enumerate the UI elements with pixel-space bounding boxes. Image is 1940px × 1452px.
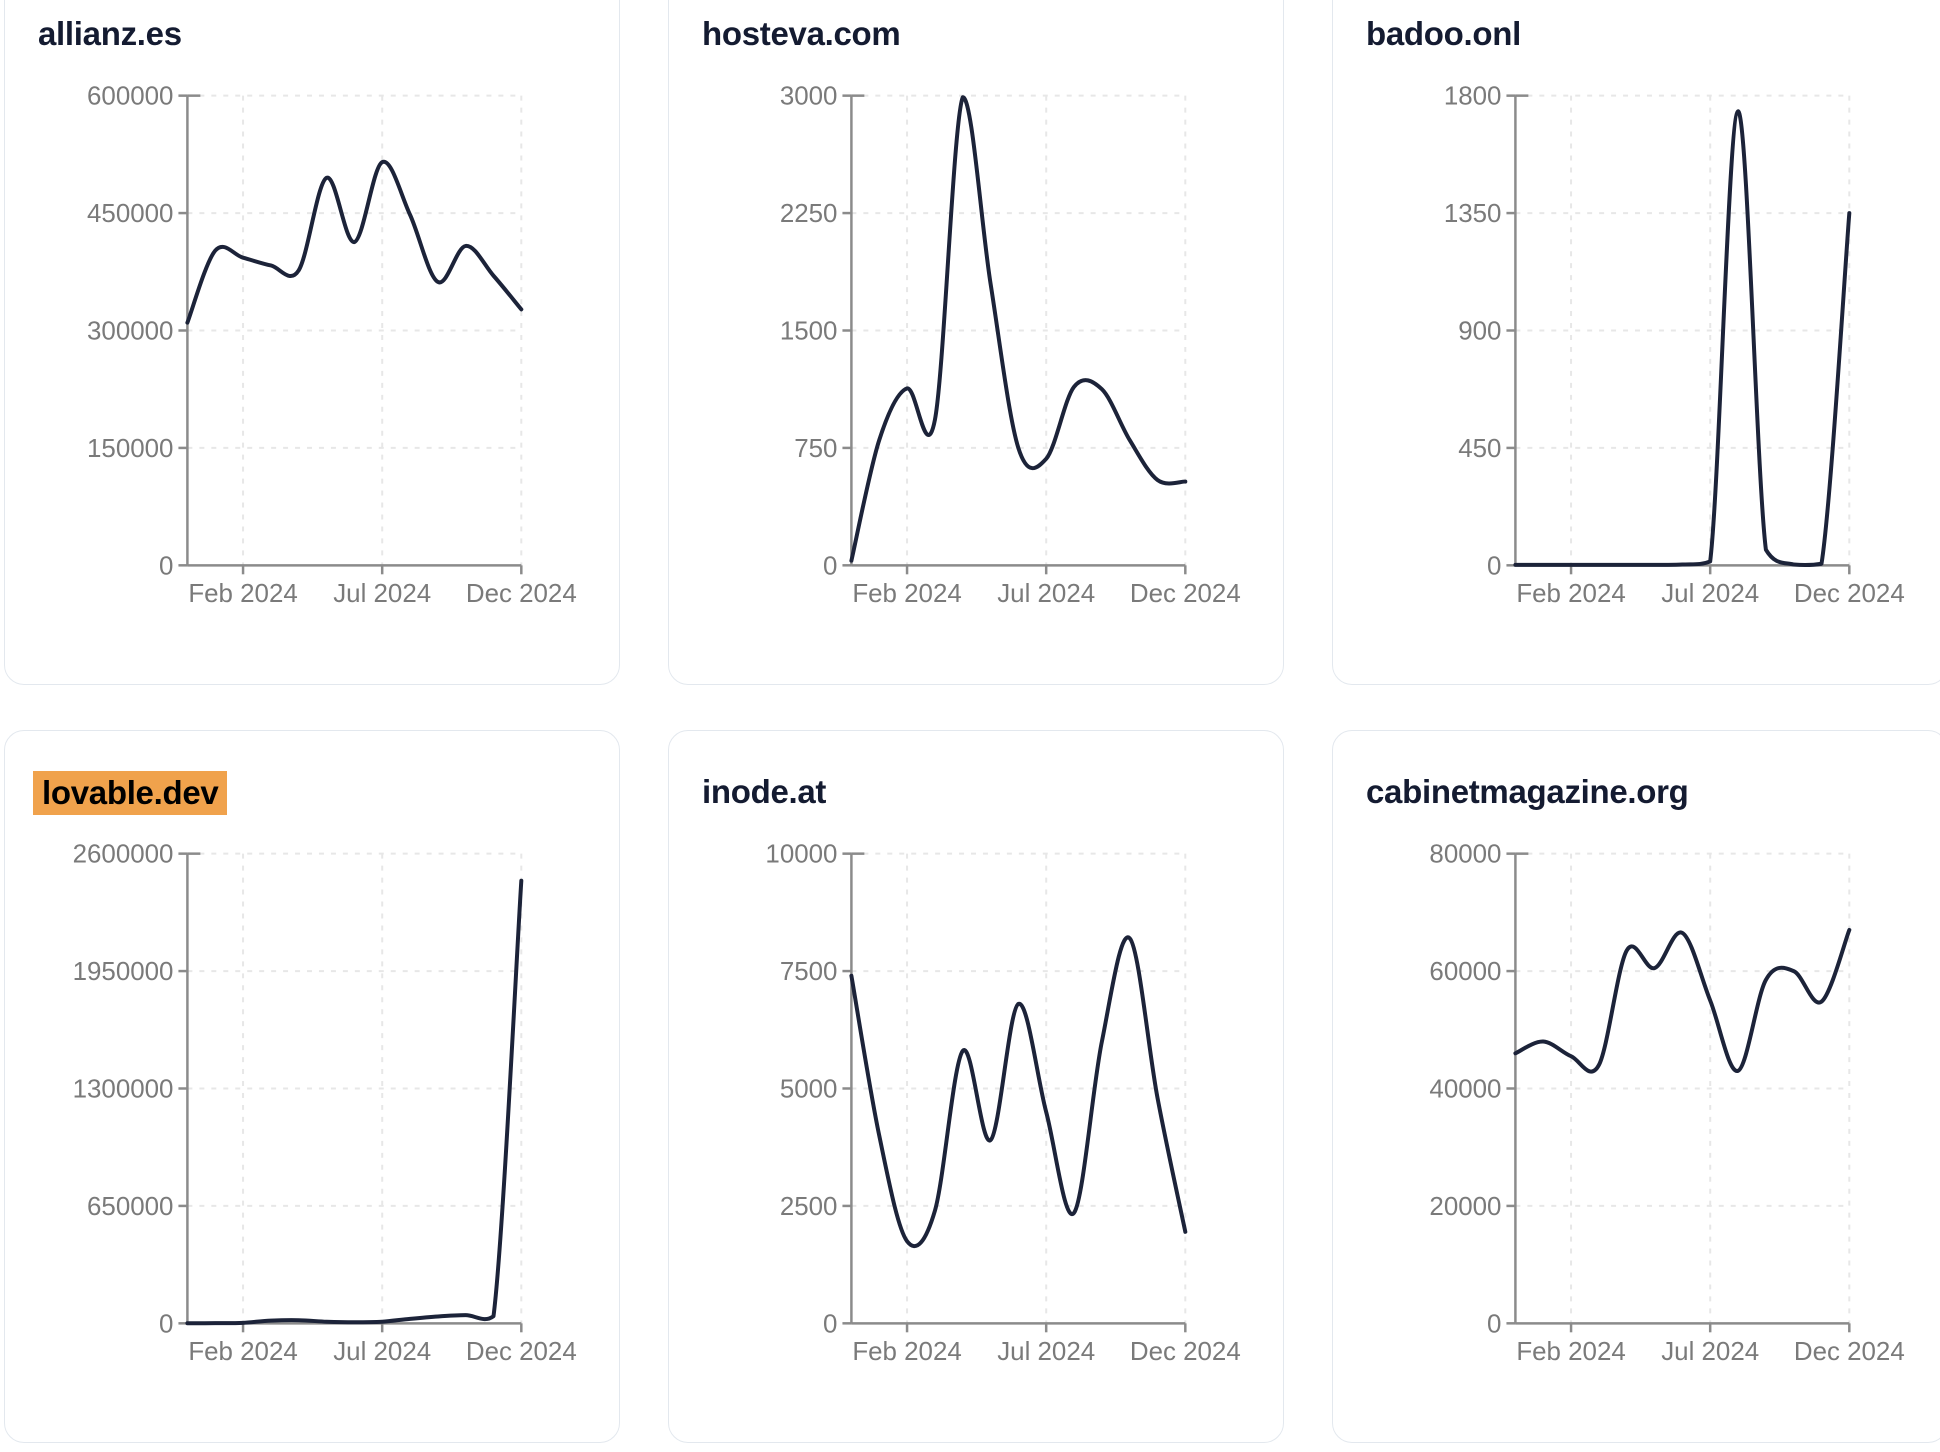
- y-tick-label: 750: [794, 435, 837, 463]
- y-tick-label: 40000: [1429, 1075, 1501, 1103]
- traffic-series-line: [1513, 109, 1852, 568]
- x-tick-label: Dec 2024: [466, 580, 577, 608]
- y-tick-label: 1350: [1444, 200, 1502, 228]
- y-tick-label: 7500: [780, 958, 838, 986]
- y-tick-label: 600000: [87, 83, 173, 111]
- x-tick-label: Jul 2024: [333, 1338, 431, 1366]
- y-tick-label: 0: [1487, 552, 1501, 580]
- chart-title: lovable.dev: [33, 771, 228, 815]
- chart-title: allianz.es: [38, 15, 182, 52]
- chart-title: cabinetmagazine.org: [1366, 773, 1689, 810]
- y-tick-label: 0: [823, 552, 837, 580]
- x-tick-label: Dec 2024: [1794, 580, 1905, 608]
- y-tick-label: 5000: [780, 1075, 838, 1103]
- traffic-series-line: [185, 160, 524, 325]
- traffic-line-chart-4[interactable]: 10000 7500 5000 2500 0 Feb 2024 Jul 2024 Dec 20…: [669, 731, 1283, 1442]
- y-tick-label: 1300000: [73, 1075, 174, 1103]
- y-tick-label: 1500: [780, 317, 838, 345]
- x-tick-label: Jul 2024: [1661, 580, 1759, 608]
- y-tick-label: 2600000: [73, 841, 174, 869]
- chart-card: hosteva.com 3000 2250 1500 750 0 Feb 2024 Jul …: [668, 0, 1284, 685]
- x-tick-label: Dec 2024: [1794, 1338, 1905, 1366]
- y-tick-label: 900: [1458, 317, 1501, 345]
- chart-title: inode.at: [702, 773, 827, 810]
- y-tick-label: 450: [1458, 435, 1501, 463]
- chart-title: badoo.onl: [1366, 15, 1521, 52]
- chart-card: inode.at 10000 7500 5000 2500 0 Feb 2024 Jul 2…: [668, 730, 1284, 1443]
- traffic-line-chart-1[interactable]: 3000 2250 1500 750 0 Feb 2024 Jul 2024 Dec 2024: [669, 0, 1283, 684]
- y-tick-label: 0: [823, 1310, 837, 1338]
- chart-card: allianz.es 600000 450000 300000 150000 0 Feb …: [4, 0, 620, 685]
- x-tick-label: Jul 2024: [1661, 1338, 1759, 1366]
- traffic-series-line: [185, 878, 524, 1326]
- x-tick-label: Jul 2024: [997, 580, 1095, 608]
- traffic-line-chart-0[interactable]: 600000 450000 300000 150000 0 Feb 2024 Jul 202…: [5, 0, 619, 684]
- traffic-series-line: [1513, 927, 1852, 1074]
- chart-title: hosteva.com: [702, 15, 901, 52]
- traffic-line-chart-3[interactable]: 2600000 1950000 1300000 650000 0 Feb 2024 Jul …: [5, 731, 619, 1442]
- y-tick-label: 150000: [87, 435, 173, 463]
- traffic-series-line: [849, 95, 1188, 563]
- y-tick-label: 450000: [87, 200, 173, 228]
- traffic-series-line: [849, 935, 1188, 1249]
- x-tick-label: Feb 2024: [1516, 580, 1625, 608]
- traffic-line-chart-2[interactable]: 1800 1350 900 450 0 Feb 2024 Jul 2024 Dec 2024: [1333, 0, 1940, 684]
- x-tick-label: Dec 2024: [466, 1338, 577, 1366]
- y-tick-label: 3000: [780, 83, 838, 111]
- y-tick-label: 2250: [780, 200, 838, 228]
- chart-card: badoo.onl 1800 1350 900 450 0 Feb 2024 Jul 202…: [1332, 0, 1940, 685]
- y-tick-label: 650000: [87, 1193, 173, 1221]
- x-tick-label: Jul 2024: [333, 580, 431, 608]
- y-tick-label: 1800: [1444, 83, 1502, 111]
- y-tick-label: 0: [1487, 1310, 1501, 1338]
- traffic-line-chart-5[interactable]: 80000 60000 40000 20000 0 Feb 2024 Jul 2024 Dec…: [1333, 731, 1940, 1442]
- x-tick-label: Feb 2024: [188, 1338, 297, 1366]
- y-tick-label: 80000: [1429, 841, 1501, 869]
- x-tick-label: Feb 2024: [1516, 1338, 1625, 1366]
- y-tick-label: 0: [159, 552, 173, 580]
- y-tick-label: 20000: [1429, 1193, 1501, 1221]
- y-tick-label: 0: [159, 1310, 173, 1338]
- x-tick-label: Feb 2024: [852, 580, 961, 608]
- x-tick-label: Jul 2024: [997, 1338, 1095, 1366]
- x-tick-label: Dec 2024: [1130, 580, 1241, 608]
- chart-card: cabinetmagazine.org 80000 60000 40000 20000…: [1332, 730, 1940, 1443]
- y-tick-label: 60000: [1429, 958, 1501, 986]
- x-tick-label: Feb 2024: [188, 580, 297, 608]
- y-tick-label: 300000: [87, 317, 173, 345]
- x-tick-label: Dec 2024: [1130, 1338, 1241, 1366]
- chart-card: lovable.dev 2600000 1950000 1300000 650000 0…: [4, 730, 620, 1443]
- y-tick-label: 1950000: [73, 958, 174, 986]
- y-tick-label: 2500: [780, 1193, 838, 1221]
- y-tick-label: 10000: [765, 841, 837, 869]
- x-tick-label: Feb 2024: [852, 1338, 961, 1366]
